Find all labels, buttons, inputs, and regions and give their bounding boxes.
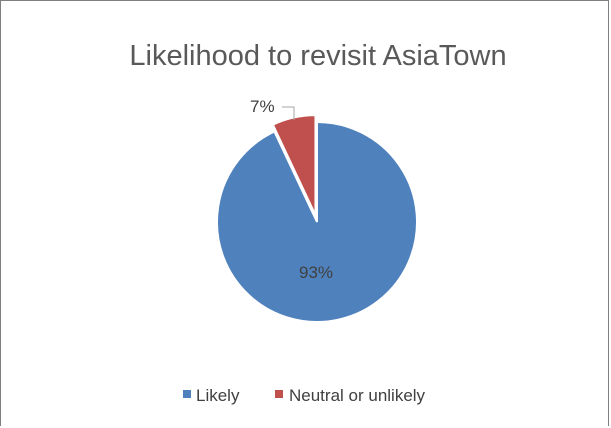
data-labels: 93% 7% [250,97,333,282]
legend-label-likely: Likely [196,386,240,405]
leader-line [282,106,295,120]
data-label-neutral-or-unlikely: 7% [250,97,275,116]
legend-label-neutral-or-unlikely: Neutral or unlikely [289,386,426,405]
pie-slice-likely [216,120,418,323]
legend-swatch-neutral-or-unlikely [275,390,283,398]
pie-slices [216,114,418,323]
legend: Likely Neutral or unlikely [183,386,426,405]
chart-title: Likelihood to revisit AsiaTown [129,40,506,72]
legend-swatch-likely [183,390,191,398]
data-label-likely: 93% [299,263,333,282]
